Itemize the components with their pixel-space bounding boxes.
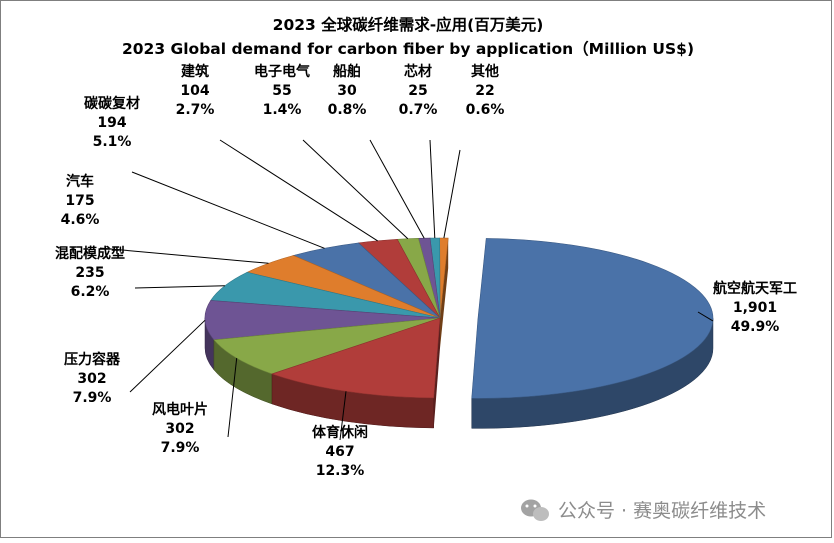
slice-wall	[440, 238, 449, 348]
slice-labels: 航空航天军工1,90149.9%体育休闲46712.3%风电叶片3027.9%压…	[55, 63, 797, 479]
slice-label: 电子电气 55 1.4%	[254, 63, 310, 118]
slice-percent-label: 49.9%	[731, 319, 780, 335]
slice-name-label: 电子电气	[254, 63, 310, 80]
chart-subtitle: 2023 Global demand for carbon fiber by a…	[122, 40, 694, 58]
slice-label: 建筑 104 2.7%	[176, 63, 215, 118]
slice-name-label: 芯材	[404, 63, 432, 80]
slice-label: 航空航天军工 1,901 49.9%	[713, 280, 797, 335]
slice-percent-label: 7.9%	[161, 440, 200, 456]
watermark-text: 公众号 · 赛奥碳纤维技术	[558, 500, 766, 522]
slice-value-label: 302	[165, 421, 194, 437]
slice-name-label: 建筑	[181, 63, 209, 80]
slice-percent-label: 7.9%	[73, 390, 112, 406]
slice-top	[471, 238, 714, 399]
slice-label: 船舶 30 0.8%	[328, 63, 367, 118]
slice-percent-label: 0.6%	[466, 102, 505, 118]
wechat-icon	[521, 499, 549, 521]
watermark: 公众号 · 赛奥碳纤维技术	[521, 499, 766, 522]
leader-line	[302, 139, 409, 240]
slice-name-label: 碳碳复材	[84, 95, 140, 112]
leader-line	[219, 139, 378, 242]
slice-label: 碳碳复材 194 5.1%	[84, 95, 140, 150]
leader-line	[134, 285, 225, 289]
slice-percent-label: 12.3%	[316, 463, 365, 479]
leader-line	[339, 391, 347, 441]
leader-line	[99, 247, 269, 264]
slice-value-label: 22	[475, 83, 494, 99]
slice-percent-label: 0.7%	[399, 102, 438, 118]
leader-line	[131, 171, 325, 249]
slice-percent-label: 5.1%	[93, 134, 132, 150]
slice-name-label: 船舶	[333, 63, 361, 80]
slice-percent-label: 1.4%	[263, 102, 302, 118]
slice-value-label: 302	[77, 371, 106, 387]
slice-label: 汽车 175 4.6%	[61, 173, 100, 228]
slice-label: 风电叶片 302 7.9%	[152, 401, 208, 456]
slice-percent-label: 0.8%	[328, 102, 367, 118]
pie-slice	[471, 238, 714, 429]
slice-label: 混配模成型 235 6.2%	[55, 245, 125, 300]
slice-top	[271, 317, 441, 399]
slice-name-label: 混配模成型	[55, 245, 125, 262]
slice-label: 芯材 25 0.7%	[399, 63, 438, 118]
slice-label: 体育休闲 467 12.3%	[312, 424, 368, 479]
pie-slices	[204, 237, 714, 429]
slice-name-label: 体育休闲	[312, 424, 368, 441]
slice-value-label: 1,901	[733, 300, 777, 316]
leader-line	[369, 139, 425, 239]
pie-slice	[271, 317, 441, 429]
slice-name-label: 汽车	[66, 173, 94, 190]
slice-value-label: 55	[272, 83, 291, 99]
chart-title: 2023 全球碳纤维需求-应用(百万美元)	[273, 15, 544, 34]
slice-value-label: 175	[65, 193, 94, 209]
slice-name-label: 压力容器	[64, 351, 121, 368]
slice-value-label: 194	[97, 115, 126, 131]
slice-name-label: 航空航天军工	[713, 280, 797, 297]
leader-line	[697, 311, 714, 322]
leader-line	[129, 319, 206, 393]
slice-label: 压力容器 302 7.9%	[64, 351, 121, 406]
slice-value-label: 467	[325, 444, 354, 460]
slice-value-label: 25	[408, 83, 427, 99]
leader-line	[443, 149, 461, 239]
slice-percent-label: 2.7%	[176, 102, 215, 118]
slice-percent-label: 4.6%	[61, 212, 100, 228]
slice-label: 其他 22 0.6%	[466, 63, 505, 118]
slice-value-label: 30	[337, 83, 357, 99]
slice-value-label: 235	[75, 265, 104, 281]
slice-value-label: 104	[180, 83, 209, 99]
slice-percent-label: 6.2%	[71, 284, 110, 300]
slice-name-label: 风电叶片	[152, 401, 208, 418]
leader-line	[429, 139, 436, 239]
slice-name-label: 其他	[471, 63, 499, 80]
leader-line	[227, 358, 238, 438]
